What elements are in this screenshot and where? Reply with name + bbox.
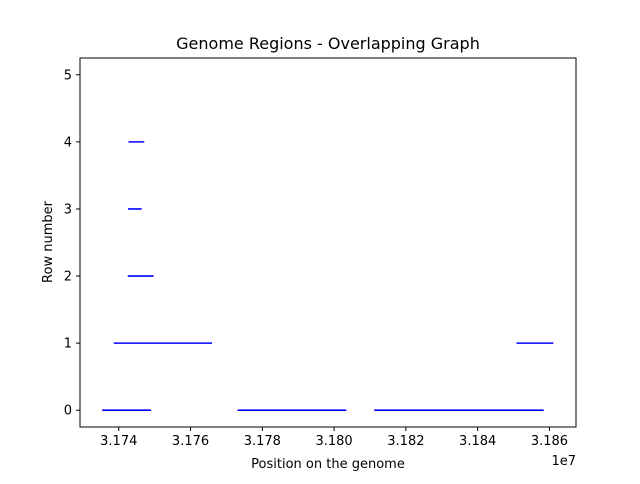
y-tick-label: 2 bbox=[64, 270, 72, 285]
y-tick-label: 3 bbox=[64, 202, 72, 217]
y-tick-label: 4 bbox=[64, 135, 72, 150]
x-offset-label: 1e7 bbox=[551, 454, 576, 469]
x-tick-label: 3.180 bbox=[315, 434, 352, 449]
y-axis-label: Row number bbox=[41, 200, 56, 283]
x-tick-label: 3.176 bbox=[172, 434, 209, 449]
x-tick-label: 3.174 bbox=[100, 434, 137, 449]
y-tick-label: 1 bbox=[64, 337, 72, 352]
x-tick-label: 3.182 bbox=[387, 434, 424, 449]
x-axis-label: Position on the genome bbox=[251, 457, 405, 472]
x-tick-label: 3.178 bbox=[244, 434, 281, 449]
y-tick-label: 0 bbox=[64, 404, 72, 419]
x-tick-label: 3.186 bbox=[531, 434, 568, 449]
plot-frame bbox=[79, 57, 577, 428]
region-segments bbox=[102, 141, 554, 412]
chart-title: Genome Regions - Overlapping Graph bbox=[176, 34, 480, 53]
y-tick-label: 5 bbox=[64, 68, 72, 83]
x-tick-label: 3.184 bbox=[459, 434, 496, 449]
axis-ticks: 3.174 3.176 3.178 3.180 3.182 3.184 3.186 0 1 2 3 4… bbox=[64, 68, 568, 449]
